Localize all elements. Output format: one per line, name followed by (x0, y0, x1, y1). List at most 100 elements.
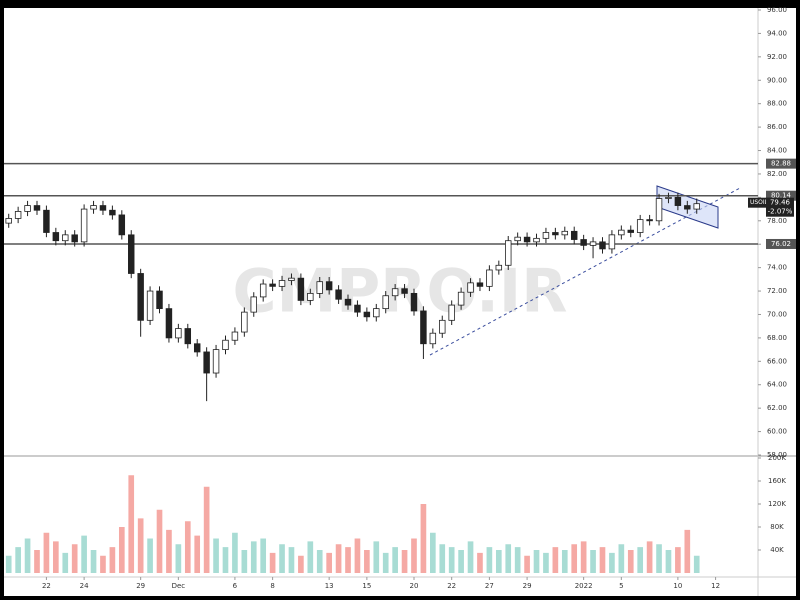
x-tick-label: 12 (711, 582, 720, 590)
y-tick-label: 96.00 (767, 6, 787, 14)
x-tick-label: 29 (523, 582, 532, 590)
candle-body (259, 283, 267, 298)
volume-bar (184, 521, 191, 573)
candle-body (627, 229, 634, 233)
volume-bar (571, 544, 578, 573)
volume-bar (81, 535, 87, 573)
candle-body (665, 196, 672, 199)
volume-bar (599, 547, 606, 573)
volume-bar (118, 527, 125, 573)
candle-body (382, 295, 389, 310)
volume-bar (543, 552, 549, 573)
volume-bar (618, 544, 625, 573)
candle-body (561, 230, 569, 236)
candle-body (354, 304, 361, 313)
volume-bar (298, 555, 304, 573)
symbol-label: USOIL (750, 199, 769, 206)
candle-body (570, 230, 578, 240)
candle-body (636, 219, 644, 233)
volume-bar (269, 552, 276, 573)
volume-bar (345, 547, 351, 573)
x-tick-label: Dec (172, 582, 186, 590)
candle-body (33, 205, 41, 211)
x-tick-label: 20 (410, 582, 419, 590)
y-tick-label: 92.00 (767, 53, 787, 61)
volume-bar (232, 532, 238, 573)
candle-body (533, 237, 540, 243)
candle-body (71, 234, 78, 243)
last-price: 79.46 (770, 199, 791, 207)
candle-body (156, 290, 163, 310)
volume-bar (533, 550, 540, 573)
candle-body (684, 205, 691, 210)
volume-bar (24, 538, 31, 573)
background (4, 8, 796, 596)
volume-bar (15, 547, 21, 573)
candle-body (118, 214, 126, 236)
volume-bar (175, 544, 182, 573)
volume-bar (486, 547, 493, 573)
volume-bar (627, 550, 634, 573)
volume-bar (316, 550, 323, 573)
candle-body (297, 277, 305, 301)
volume-bar (203, 486, 210, 573)
volume-bar (109, 547, 116, 573)
y-tick-label: 88.00 (767, 100, 787, 108)
volume-bar (250, 541, 257, 573)
candle-body (24, 205, 31, 212)
candle-body (90, 205, 97, 210)
symbol-tag (748, 197, 770, 208)
y-tick-label: 84.00 (767, 147, 787, 155)
volume-bar (439, 544, 446, 573)
candle-body (580, 239, 587, 246)
price-tag (766, 197, 794, 217)
volume-bar (561, 550, 568, 573)
volume-bar (514, 547, 521, 573)
volume-bar (477, 552, 483, 573)
change-label: -2.07% (768, 208, 793, 216)
volume-bar (5, 555, 12, 573)
y-tick-label: 62.00 (767, 404, 787, 412)
volume-bar (43, 532, 50, 573)
candle-body (278, 280, 286, 287)
candle-body (410, 292, 418, 312)
x-tick-label: 13 (325, 582, 334, 590)
volume-bar (128, 475, 135, 573)
volume-bar (53, 541, 59, 573)
volume-bar (524, 555, 530, 573)
candle-body (193, 343, 201, 353)
y-tick-label: 40K (770, 546, 784, 554)
candle-body (222, 339, 229, 351)
x-tick-label: 5 (619, 582, 623, 590)
x-tick-label: 2022 (575, 582, 593, 590)
volume-bar (194, 535, 201, 573)
volume-bar (166, 529, 172, 573)
candle-body (325, 281, 333, 291)
volume-bar (401, 550, 408, 573)
candle-body (589, 241, 597, 246)
candle-body (203, 351, 210, 374)
volume-bar (213, 538, 219, 573)
volume-bar (156, 509, 163, 573)
y-tick-label: 94.00 (767, 29, 787, 37)
x-tick-label: 27 (485, 582, 494, 590)
candle-body (137, 273, 144, 321)
volume-bar (147, 538, 153, 573)
x-tick-label: 22 (42, 582, 51, 590)
volume-bar (646, 541, 653, 573)
volume-bar (656, 544, 662, 573)
y-tick-label: 82.00 (767, 170, 787, 178)
volume-bar (552, 547, 559, 573)
candle-body (448, 304, 455, 321)
y-tick-label: 68.00 (767, 334, 787, 342)
candle-body (495, 264, 503, 271)
x-tick-label: 10 (673, 582, 682, 590)
volume-bar (420, 504, 427, 573)
volume-bar (382, 552, 389, 573)
candle-body (429, 332, 437, 345)
volume-bar (279, 544, 285, 573)
volume-bar (448, 547, 455, 573)
candle-body (467, 282, 474, 293)
volume-bar (665, 550, 672, 573)
